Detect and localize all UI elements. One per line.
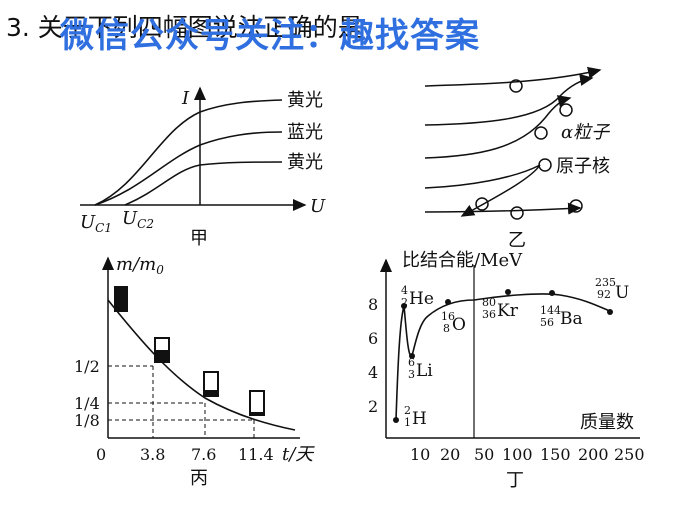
y-tick: 1/8	[74, 411, 100, 430]
panel-b: α粒子 原子核 乙	[424, 66, 611, 251]
alpha-path-3	[424, 95, 572, 159]
nuclide-label-kr: 80 36 Kr	[482, 296, 519, 321]
svg-text:144: 144	[540, 304, 561, 317]
y-tick: 1/4	[74, 394, 100, 413]
nuclide-point	[409, 353, 415, 359]
svg-text:Ba: Ba	[560, 309, 583, 329]
svg-text:8: 8	[443, 322, 450, 335]
x-tick: 250	[614, 445, 645, 464]
svg-text:H: H	[412, 409, 427, 429]
uc1-label: UC1	[80, 212, 112, 235]
nuclide-point	[549, 290, 555, 296]
y-tick: 1/2	[74, 357, 100, 376]
watermark: 微信公众号关注：趣找答案	[60, 16, 480, 56]
panel-a-y-label: I	[181, 88, 190, 109]
nuclide-label-u: 235 92 U	[595, 276, 629, 303]
svg-text:Li: Li	[416, 361, 433, 381]
nucleus-marker	[475, 197, 489, 211]
x-tick: 3.8	[140, 445, 165, 464]
svg-text:6: 6	[408, 356, 415, 369]
svg-text:80: 80	[482, 296, 496, 309]
panel-b-caption: 乙	[508, 230, 526, 251]
nuclide-point	[393, 417, 399, 423]
y-tick: 8	[368, 295, 378, 314]
question-text: 3. 关于下列四幅图说法正确的是	[6, 13, 363, 42]
panel-c-y-label: m/m0	[116, 254, 164, 277]
nuclide-point	[607, 309, 613, 315]
panel-c: m/m0 1/2 1/4 1/8 0 3.8 7.6 11.4 t/天 丙	[74, 254, 315, 489]
panel-d: 比结合能/MeV 8 6 4 2 10 20 50 100 150 200 25…	[368, 250, 645, 491]
alpha-path-1	[424, 66, 602, 87]
svg-text:2: 2	[404, 404, 411, 417]
svg-text:U: U	[615, 283, 629, 303]
x-tick: 100	[502, 445, 533, 464]
sample-block-fill	[204, 390, 218, 396]
nuclide-point	[445, 299, 451, 305]
x-tick: 50	[474, 445, 494, 464]
x-tick: 0	[96, 445, 106, 464]
panel-c-x-label: t/天	[282, 444, 315, 465]
y-tick: 6	[368, 329, 378, 348]
binding-curve	[395, 293, 613, 421]
svg-text:He: He	[409, 289, 434, 309]
nuclide-label-he: 4 2 He	[401, 284, 434, 309]
x-tick: 11.4	[238, 445, 274, 464]
panel-a-caption: 甲	[190, 228, 208, 249]
sample-block-fill	[250, 412, 264, 415]
svg-text:36: 36	[482, 308, 496, 321]
nuclide-point	[505, 289, 511, 295]
svg-text:4: 4	[401, 284, 408, 297]
y-tick: 2	[368, 397, 378, 416]
uc2-label: UC2	[122, 208, 154, 231]
x-tick: 7.6	[191, 445, 216, 464]
nuclide-label-ba: 144 56 Ba	[540, 304, 583, 329]
nuclide-label-li: 6 3 Li	[408, 356, 433, 381]
svg-text:2: 2	[401, 296, 408, 309]
decay-curve	[107, 299, 296, 431]
svg-text:O: O	[452, 315, 466, 335]
panel-d-y-label: 比结合能/MeV	[402, 250, 523, 271]
alpha-label: α粒子	[561, 122, 611, 143]
sample-block-fill	[155, 350, 169, 362]
curve-blue	[94, 131, 283, 206]
alpha-path-4	[424, 164, 541, 217]
svg-text:92: 92	[597, 288, 611, 301]
nucleus-marker	[538, 158, 552, 172]
svg-text:Kr: Kr	[497, 301, 519, 321]
x-tick: 150	[540, 445, 571, 464]
curve-yellow-strong	[94, 99, 283, 206]
nuclide-point	[401, 303, 407, 309]
nucleus-marker	[569, 199, 583, 213]
svg-text:1: 1	[404, 416, 411, 429]
nuclide-label-o: 16 8 O	[441, 310, 466, 335]
nucleus-marker	[534, 126, 548, 140]
panel-c-caption: 丙	[190, 468, 208, 489]
svg-text:3: 3	[408, 368, 415, 381]
nucleus-marker	[509, 79, 523, 93]
panel-a-x-label: U	[310, 196, 326, 217]
nuclide-label-h: 2 1 H	[404, 404, 427, 429]
svg-text:16: 16	[441, 310, 455, 323]
x-tick: 20	[440, 445, 460, 464]
svg-text:235: 235	[595, 276, 616, 289]
curve-yellow-weak	[124, 161, 283, 206]
nucleus-label: 原子核	[556, 156, 610, 177]
curve-label-1: 黄光	[287, 90, 323, 111]
sample-block	[114, 286, 128, 312]
x-tick: 10	[410, 445, 430, 464]
nucleus-marker	[510, 206, 524, 220]
nucleus-marker	[559, 103, 573, 117]
panel-d-caption: 丁	[506, 470, 524, 491]
x-tick: 200	[578, 445, 609, 464]
svg-text:56: 56	[540, 316, 554, 329]
sample-block	[249, 390, 265, 416]
y-tick: 4	[368, 363, 378, 382]
alpha-path-2	[424, 74, 594, 126]
curve-label-3: 黄光	[287, 152, 323, 173]
panel-d-x-label: 质量数	[580, 412, 634, 433]
alpha-path-5	[424, 202, 582, 215]
curve-label-2: 蓝光	[287, 122, 323, 143]
panel-a: I U 黄光 蓝光 黄光 UC1 UC2 甲	[80, 86, 326, 249]
